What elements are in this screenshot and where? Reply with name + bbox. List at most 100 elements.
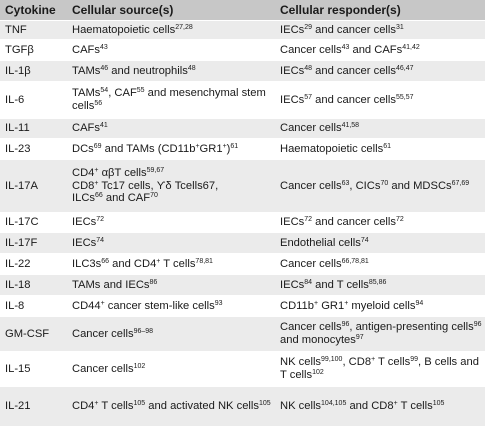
superscript-ref: + xyxy=(94,400,99,408)
table-row: TGFβ CAFs43 Cancer cells43 and CAFs41,42 xyxy=(0,39,485,61)
table-row: TNF Haematopoietic cells27,28 IECs29 and c… xyxy=(0,20,485,40)
cytokine-cell: IL-23 xyxy=(0,138,67,160)
source-cell: IECs74 xyxy=(67,232,275,254)
superscript-ref: 94 xyxy=(415,299,424,307)
cytokine-table: Cytokine Cellular source(s) Cellular res… xyxy=(0,0,485,427)
cytokine-cell: IL-22 xyxy=(0,253,67,275)
header-row: Cytokine Cellular source(s) Cellular res… xyxy=(0,0,485,21)
cytokine-cell: TNF xyxy=(0,20,67,40)
cell-text: and CAF xyxy=(102,192,151,205)
superscript-ref: 74 xyxy=(360,236,369,244)
cell-text: GR1 xyxy=(318,299,345,312)
cell-text: CD44 xyxy=(72,299,101,312)
cell-text: ILCs xyxy=(72,192,96,205)
table-row: IL-22 ILC3s66 and CD4+ T cells78,81 Cancer… xyxy=(0,253,485,275)
responder-cell: Cancer cells41,58 xyxy=(275,118,485,139)
cell-text: Tc17 cells, ϒδ Tcells67, xyxy=(98,179,219,192)
superscript-ref: 72 xyxy=(304,216,313,224)
responder-cell: IECs29 and cancer cells31 xyxy=(275,20,485,40)
source-cell: Cancer cells102 xyxy=(67,351,275,387)
source-cell: TAMs46 and neutrophils48 xyxy=(67,60,275,82)
cell-text: T cells xyxy=(98,400,134,413)
cytokine-cell: IL-17A xyxy=(0,159,67,213)
cell-text: and neutrophils xyxy=(108,64,188,77)
superscript-ref: 57 xyxy=(304,93,313,101)
superscript-ref: 43 xyxy=(99,43,108,51)
superscript-ref: 66 xyxy=(101,257,110,265)
cell-text: Cancer cells xyxy=(280,321,342,334)
responder-cell: Cancer cells96, antigen-presenting cells… xyxy=(275,316,485,352)
superscript-ref: 105 xyxy=(259,400,271,408)
cytokine-cell: IL-21 xyxy=(0,386,67,427)
superscript-ref: 67,69 xyxy=(451,179,470,187)
responder-cell: NK cells104,105 and CD8+ T cells105 xyxy=(275,386,485,427)
cell-text: Cancer cells xyxy=(280,257,342,270)
cell-text: and CD8 xyxy=(346,400,394,413)
cell-text: and activated NK cells xyxy=(145,400,260,413)
superscript-ref: 41,58 xyxy=(341,122,360,130)
cell-text: IECs xyxy=(280,23,305,36)
cell-text: ILC3s xyxy=(72,257,102,270)
cell-text: Cancer cells xyxy=(72,327,134,340)
cell-text: αβT cells xyxy=(98,167,147,180)
cell-text: and CAFs xyxy=(349,43,403,56)
cell-text: Haematopoietic cells xyxy=(280,142,384,155)
cell-text: , CAF xyxy=(108,87,137,100)
responder-cell: Endothelial cells74 xyxy=(275,232,485,254)
superscript-ref: 99,100 xyxy=(321,356,343,364)
superscript-ref: + xyxy=(371,356,376,364)
superscript-ref: 41 xyxy=(99,122,108,130)
header-source: Cellular source(s) xyxy=(67,0,275,21)
superscript-ref: 41,42 xyxy=(402,43,420,51)
superscript-ref: 72 xyxy=(96,216,105,224)
cell-text: Haematopoietic cells xyxy=(72,23,176,36)
cell-text: and monocytes xyxy=(280,334,356,346)
superscript-ref: 72 xyxy=(396,216,404,224)
cell-text: and mesenchymal stem cells xyxy=(72,87,266,112)
cell-text: TAMs xyxy=(72,64,101,77)
cytokine-cell: IL-11 xyxy=(0,118,67,139)
table-row: IL-17A CD4+ αβT cells59,67 CD8+ Tc17 cells… xyxy=(0,159,485,213)
cell-text: and MDSCs xyxy=(388,179,452,192)
superscript-ref: 59,67 xyxy=(146,167,165,175)
cell-text: T cells xyxy=(375,356,411,369)
superscript-ref: 31 xyxy=(396,23,404,31)
superscript-ref: 78,81 xyxy=(195,257,213,265)
table-row: IL-1β TAMs46 and neutrophils48 IECs48 and … xyxy=(0,60,485,82)
superscript-ref: 55,57 xyxy=(396,93,414,101)
cell-text: CD4 xyxy=(72,167,95,180)
superscript-ref: 54 xyxy=(100,87,109,95)
superscript-ref: 56 xyxy=(94,100,103,107)
cell-text: cancer stem-like cells xyxy=(104,299,215,312)
table-body: TNF Haematopoietic cells27,28 IECs29 and c… xyxy=(0,20,485,427)
superscript-ref: 61 xyxy=(383,142,392,150)
cytokine-cell: IL-8 xyxy=(0,295,67,317)
superscript-ref: + xyxy=(222,142,227,150)
cell-text: NK cells xyxy=(280,400,322,413)
cell-text: , B cells and T cells xyxy=(280,356,479,381)
responder-cell: IECs72 and cancer cells72 xyxy=(275,212,485,233)
cell-text: CAFs xyxy=(72,122,100,135)
source-cell: CD44+ cancer stem-like cells93 xyxy=(67,295,275,317)
responder-cell: Haematopoietic cells61 xyxy=(275,138,485,160)
cytokine-cell: IL-6 xyxy=(0,81,67,119)
superscript-ref: + xyxy=(94,167,99,175)
cell-text: CD8 xyxy=(72,179,95,192)
superscript-ref: + xyxy=(156,257,161,265)
source-cell: CAFs43 xyxy=(67,39,275,61)
source-cell: Haematopoietic cells27,28 xyxy=(67,20,275,40)
superscript-ref: 55 xyxy=(136,87,145,95)
superscript-ref: 48 xyxy=(304,64,313,72)
cell-text: , CICs xyxy=(349,179,381,192)
cell-text: IECs xyxy=(280,93,305,106)
superscript-ref: 27,28 xyxy=(175,23,193,31)
cell-text: ) xyxy=(226,142,231,155)
superscript-ref: 66 xyxy=(95,192,103,200)
cell-text: IECs xyxy=(280,216,305,229)
cell-text: and cancer cells xyxy=(312,93,396,106)
table-row: IL-18 TAMs and IECs86 IECs84 and T cells85… xyxy=(0,274,485,296)
superscript-ref: 86 xyxy=(149,278,158,286)
responder-cell: IECs48 and cancer cells46,47 xyxy=(275,60,485,82)
table-row: IL-6 TAMs54, CAF55 and mesenchymal stem c… xyxy=(0,81,485,119)
responder-cell: IECs57 and cancer cells55,57 xyxy=(275,81,485,119)
